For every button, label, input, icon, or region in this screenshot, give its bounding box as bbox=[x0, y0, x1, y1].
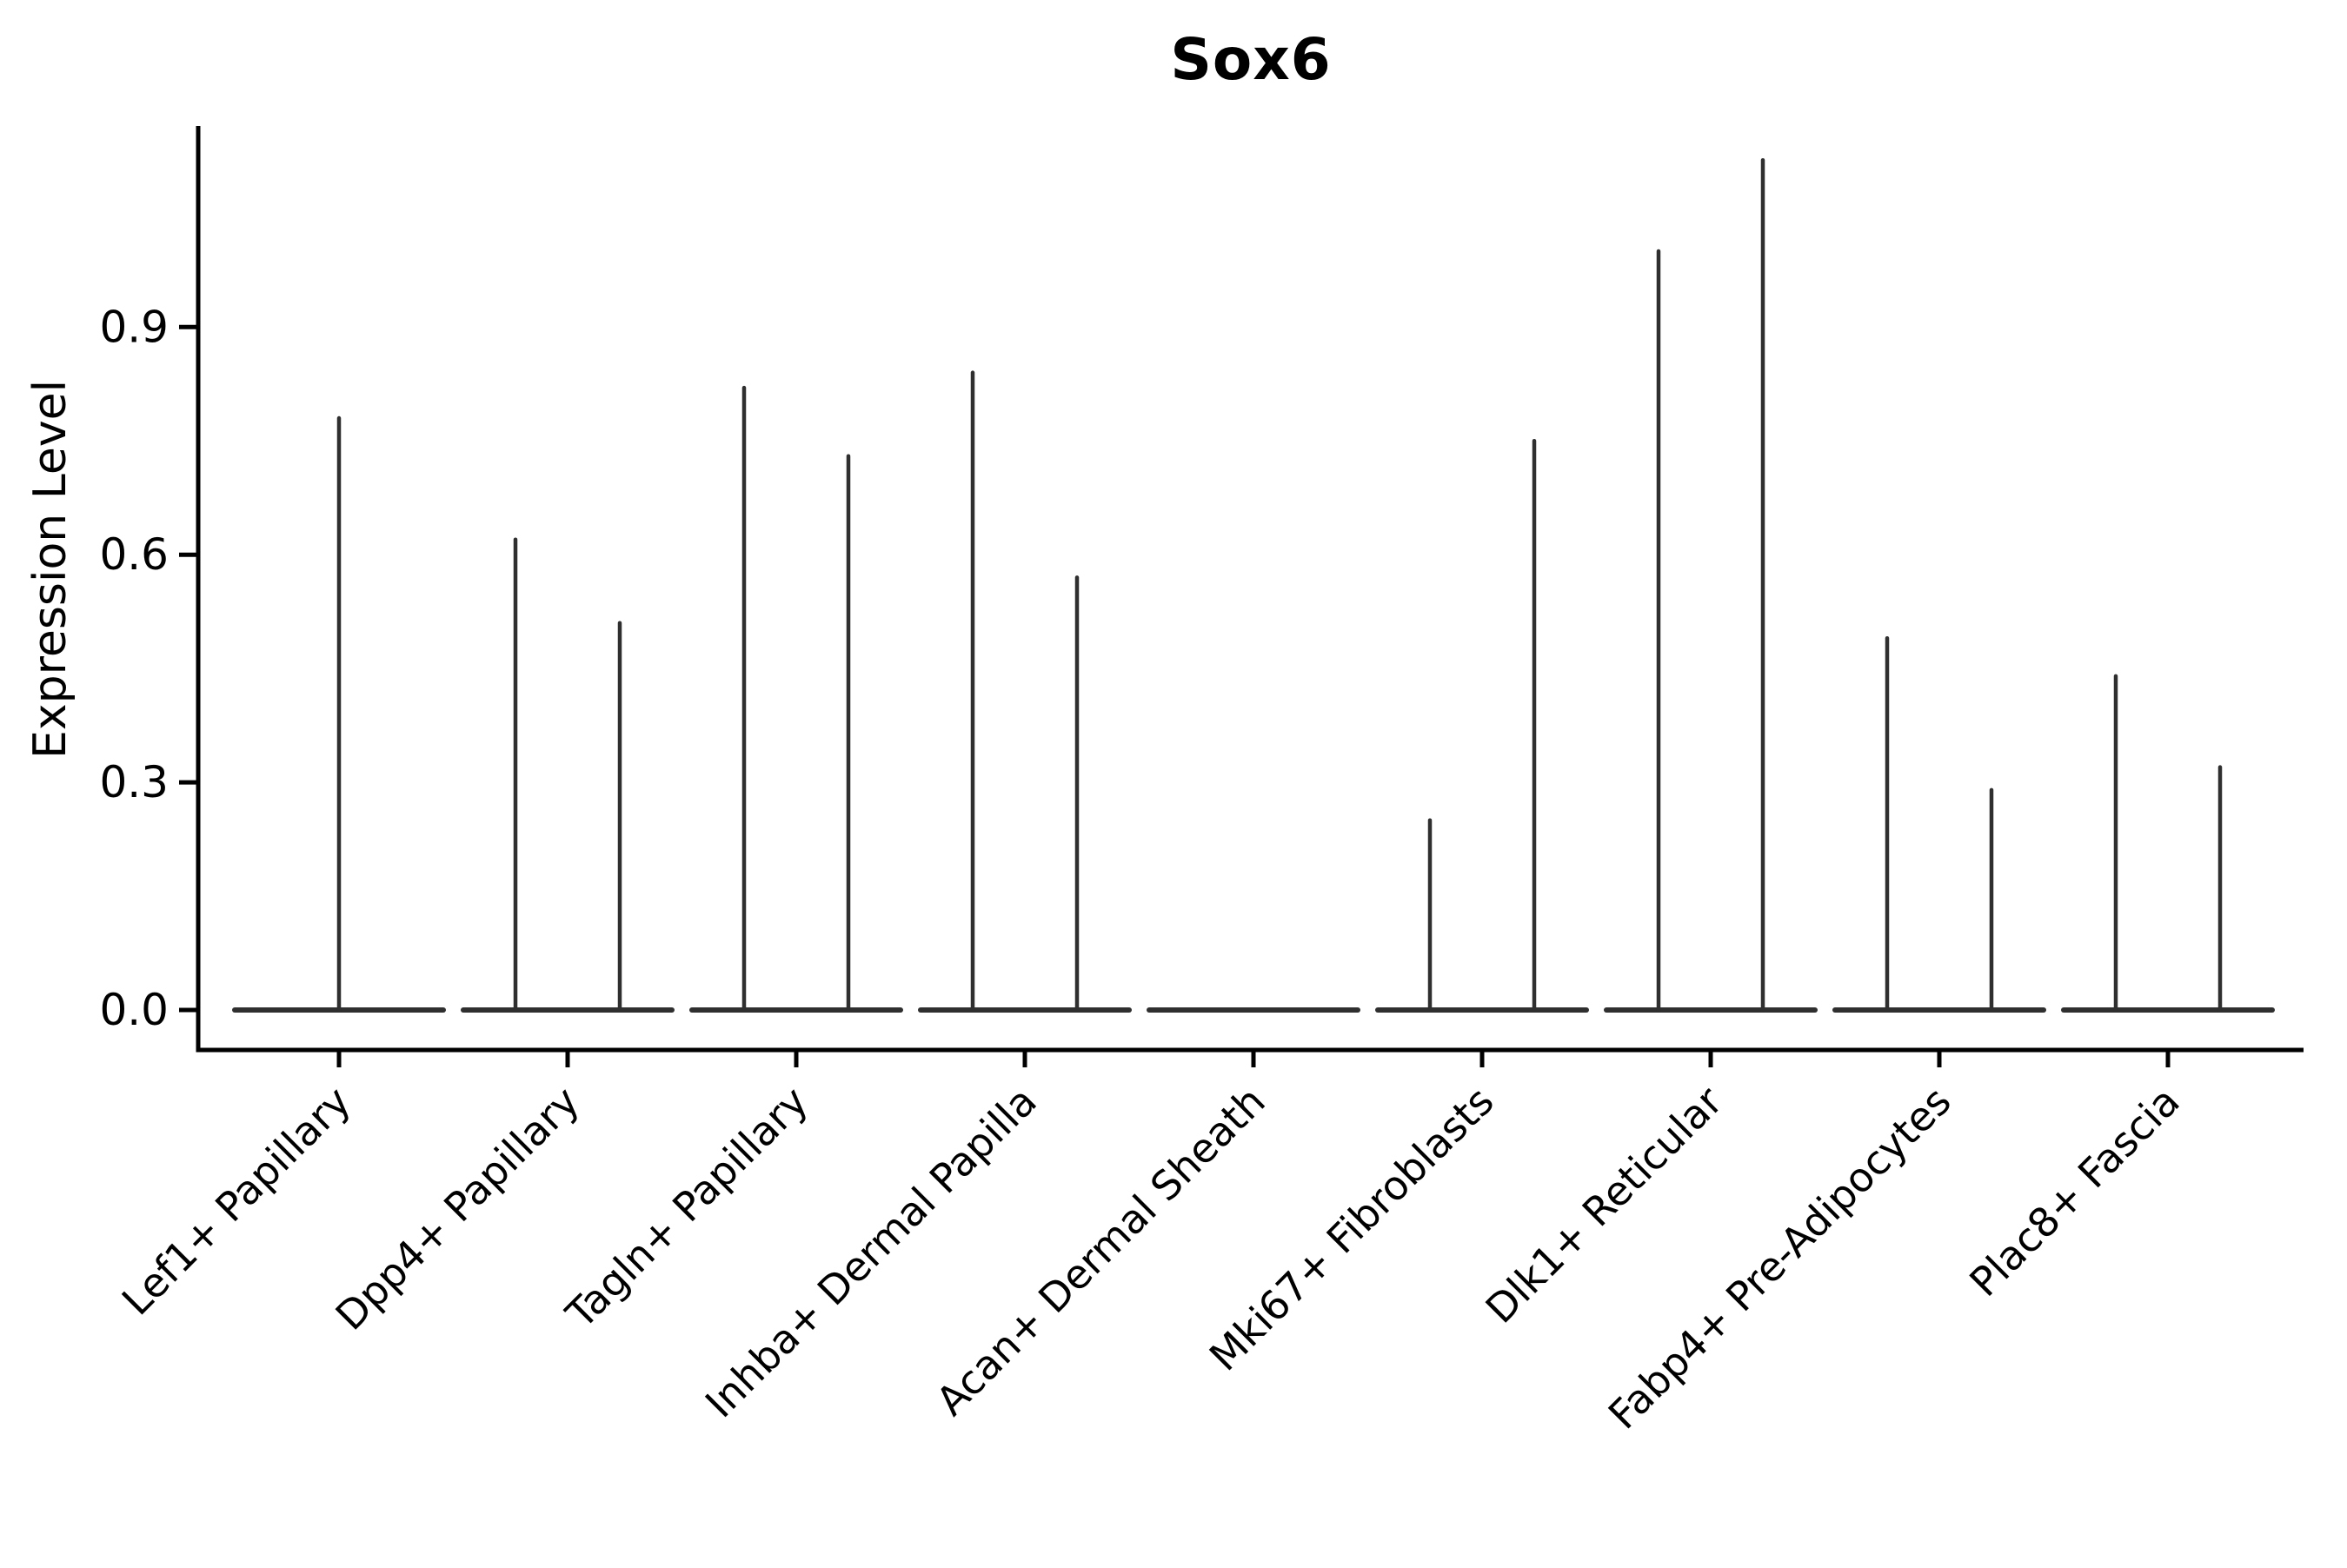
chart-title: Sox6 bbox=[1170, 26, 1332, 93]
x-category-label: Lef1+ Papillary bbox=[113, 1078, 360, 1325]
x-category-label: Dlk1+ Reticular bbox=[1477, 1078, 1732, 1332]
x-category-label: Tagln+ Papillary bbox=[556, 1078, 817, 1339]
y-tick-label: 0.3 bbox=[99, 757, 169, 807]
y-tick-label: 0.9 bbox=[99, 302, 169, 352]
x-category-label: Plac8+ Fascia bbox=[1960, 1078, 2188, 1306]
y-tick-label: 0.0 bbox=[99, 985, 169, 1035]
x-category-label: Dpp4+ Papillary bbox=[327, 1078, 588, 1339]
y-tick-label: 0.6 bbox=[99, 529, 169, 580]
y-axis-label: Expression Level bbox=[24, 379, 76, 760]
